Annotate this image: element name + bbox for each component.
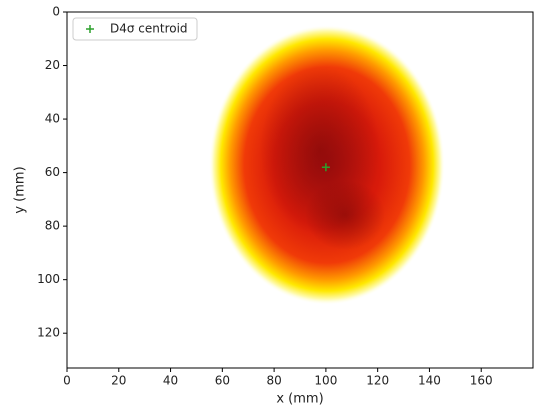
y-axis-label: y (mm) xyxy=(13,166,28,213)
x-tick-label: 40 xyxy=(163,374,178,388)
centroid-marker xyxy=(321,163,330,172)
y-tick-label: 40 xyxy=(45,112,60,126)
y-tick-label: 0 xyxy=(52,5,60,19)
beam-image xyxy=(209,25,445,305)
y-tick-label: 60 xyxy=(45,165,60,179)
y-tick-label: 120 xyxy=(37,326,60,340)
legend xyxy=(72,17,198,41)
y-tick-label: 100 xyxy=(37,272,60,286)
legend-label: D4σ centroid xyxy=(110,22,188,36)
x-tick-label: 120 xyxy=(366,374,389,388)
x-tick-label: 160 xyxy=(470,374,493,388)
legend-box xyxy=(72,17,198,41)
x-tick-label: 0 xyxy=(63,374,71,388)
x-tick-label: 80 xyxy=(266,374,281,388)
legend-marker xyxy=(86,25,94,33)
y-tick-label: 20 xyxy=(45,58,60,72)
x-axis-label: x (mm) xyxy=(276,392,323,407)
x-tick-label: 20 xyxy=(111,374,126,388)
y-tick-label: 80 xyxy=(45,219,60,233)
x-tick-label: 60 xyxy=(215,374,230,388)
plot-frame xyxy=(66,11,534,369)
x-tick-label: 140 xyxy=(418,374,441,388)
x-tick-label: 100 xyxy=(314,374,337,388)
